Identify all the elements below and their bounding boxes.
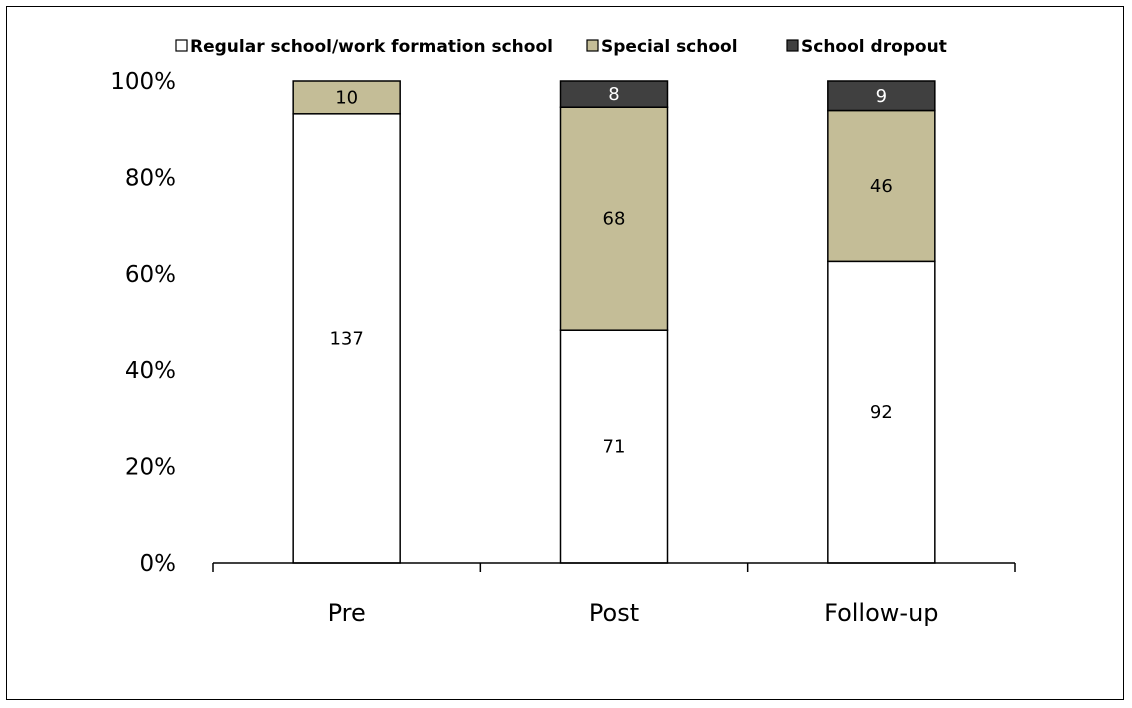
legend-label-regular: Regular school/work formation school bbox=[190, 37, 553, 57]
legend-label-special: Special school bbox=[601, 37, 738, 57]
legend-swatch-regular bbox=[175, 39, 188, 52]
bar-segment bbox=[292, 113, 401, 564]
y-axis-ticks: 0% 20% 40% 60% 80% 100% bbox=[110, 69, 176, 577]
data-label: 46 bbox=[870, 176, 893, 197]
data-label: 92 bbox=[870, 402, 893, 423]
legend-item-dropout: School dropout bbox=[786, 37, 947, 57]
y-tick-label: 60% bbox=[125, 262, 176, 288]
legend-swatch-dropout bbox=[786, 39, 799, 52]
data-label: 71 bbox=[603, 437, 626, 458]
y-tick-label: 0% bbox=[140, 551, 177, 577]
y-tick-label: 20% bbox=[125, 455, 176, 481]
y-tick-label: 80% bbox=[125, 165, 176, 191]
x-axis bbox=[212, 562, 1016, 572]
y-tick-label: 100% bbox=[110, 69, 176, 95]
bar-segment bbox=[827, 109, 936, 263]
y-tick-label: 40% bbox=[125, 358, 176, 384]
legend: Regular school/work formation school Spe… bbox=[175, 37, 947, 57]
bar-segment bbox=[559, 80, 669, 108]
data-label: 9 bbox=[876, 86, 887, 107]
bar-segment bbox=[827, 80, 936, 112]
legend-swatch-special bbox=[586, 39, 599, 52]
x-axis-labels: Pre Post Follow-up bbox=[328, 599, 939, 627]
legend-item-special: Special school bbox=[586, 37, 738, 57]
data-label: 137 bbox=[329, 328, 363, 349]
bar-segment bbox=[559, 329, 669, 564]
x-category-label: Follow-up bbox=[824, 599, 938, 627]
x-category-label: Post bbox=[589, 599, 639, 627]
data-label: 68 bbox=[603, 209, 626, 230]
x-category-label: Pre bbox=[328, 599, 366, 627]
data-label: 10 bbox=[335, 87, 358, 108]
bar-segment bbox=[292, 80, 401, 115]
legend-label-dropout: School dropout bbox=[801, 37, 947, 57]
data-label: 8 bbox=[608, 84, 619, 105]
bar-segment bbox=[559, 106, 669, 331]
bars: 137 10 71 68 8 92 46 9 bbox=[292, 80, 936, 564]
legend-item-regular: Regular school/work formation school bbox=[175, 37, 553, 57]
